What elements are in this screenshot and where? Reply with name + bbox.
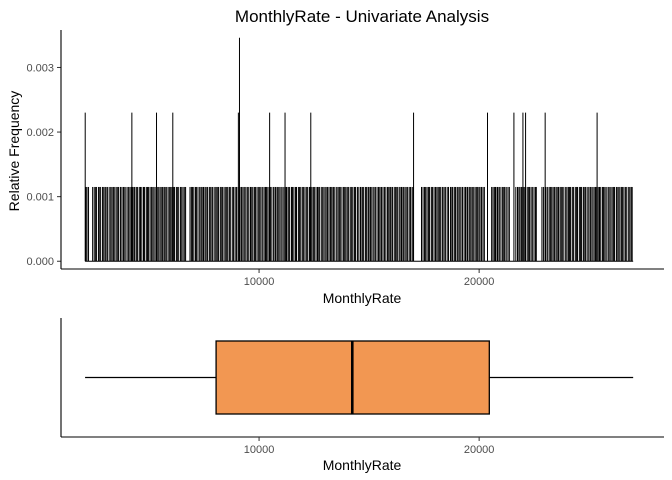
hist-y-tick-label: 0.000 — [26, 256, 54, 268]
box-x-tick-label: 10000 — [244, 444, 275, 456]
hist-y-tick-label: 0.003 — [26, 62, 54, 74]
hist-y-ticks: 0.000 0.001 0.002 0.003 — [26, 62, 61, 268]
box-x-axis-title: MonthlyRate — [323, 457, 402, 473]
box-x-ticks: 10000 20000 — [244, 437, 495, 456]
hist-x-tick-label: 10000 — [244, 276, 275, 288]
hist-y-axis-title: Relative Frequency — [6, 91, 22, 212]
boxplot-marks — [85, 340, 634, 415]
box-x-tick-label: 20000 — [464, 444, 495, 456]
hist-y-tick-label: 0.001 — [26, 192, 54, 204]
hist-x-tick-label: 20000 — [464, 276, 495, 288]
histogram-panel: MonthlyRate - Univariate Analysis Relati… — [6, 7, 664, 306]
hist-x-ticks: 10000 20000 — [244, 269, 495, 288]
hist-y-tick-label: 0.002 — [26, 127, 54, 139]
histogram-spikes — [84, 37, 634, 262]
hist-x-axis-title: MonthlyRate — [323, 290, 402, 306]
boxplot-panel: 10000 20000 MonthlyRate — [60, 318, 664, 473]
chart-title: MonthlyRate - Univariate Analysis — [235, 7, 489, 26]
